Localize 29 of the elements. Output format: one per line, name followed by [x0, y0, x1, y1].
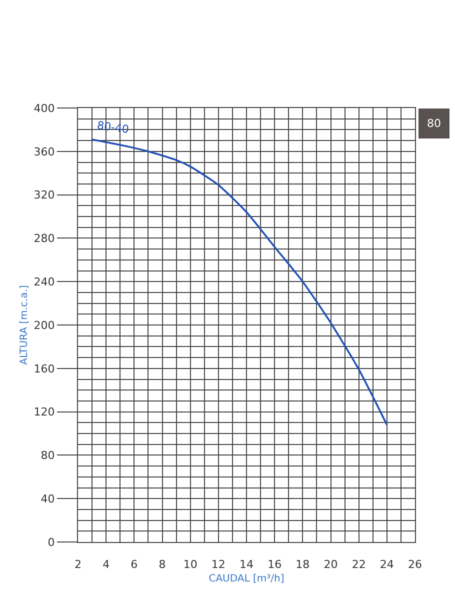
x-tick-label: 16 [268, 558, 282, 572]
y-tick-label: 320 [34, 188, 55, 202]
y-tick-label: 360 [34, 145, 55, 158]
x-tick-label: 20 [324, 558, 338, 572]
x-tick-label: 10 [183, 558, 198, 572]
y-tick-label: 120 [34, 406, 55, 419]
y-tick-label: 200 [34, 318, 55, 332]
y-tick-label: 80 [40, 449, 55, 462]
y-tick-label: 40 [40, 492, 55, 506]
y-tick-label: 0 [48, 536, 55, 549]
x-tick-label: 26 [408, 558, 422, 572]
x-tick-label: 24 [380, 558, 394, 572]
x-tick-label: 12 [211, 558, 226, 572]
y-tick-label: 280 [34, 232, 55, 246]
line-series [91, 138, 388, 426]
y-tick-label: 160 [34, 362, 55, 376]
x-tick-label: 22 [352, 558, 366, 572]
x-axis-title: CAUDAL [m³/h] [208, 574, 284, 585]
x-tick-label: 8 [158, 558, 166, 572]
y-tick-label: 400 [34, 102, 55, 115]
x-tick-label: 18 [296, 558, 310, 572]
x-tick-label: 6 [130, 558, 138, 572]
x-tick-label: 4 [102, 558, 110, 572]
x-tick-label: 2 [74, 558, 82, 572]
y-tick-label: 240 [34, 275, 55, 288]
text: 80 [427, 117, 441, 130]
x-tick-label: 14 [240, 558, 254, 572]
text: 80-40 [96, 118, 130, 136]
y-axis-title: ALTURA [m.c.a.] [18, 285, 30, 365]
